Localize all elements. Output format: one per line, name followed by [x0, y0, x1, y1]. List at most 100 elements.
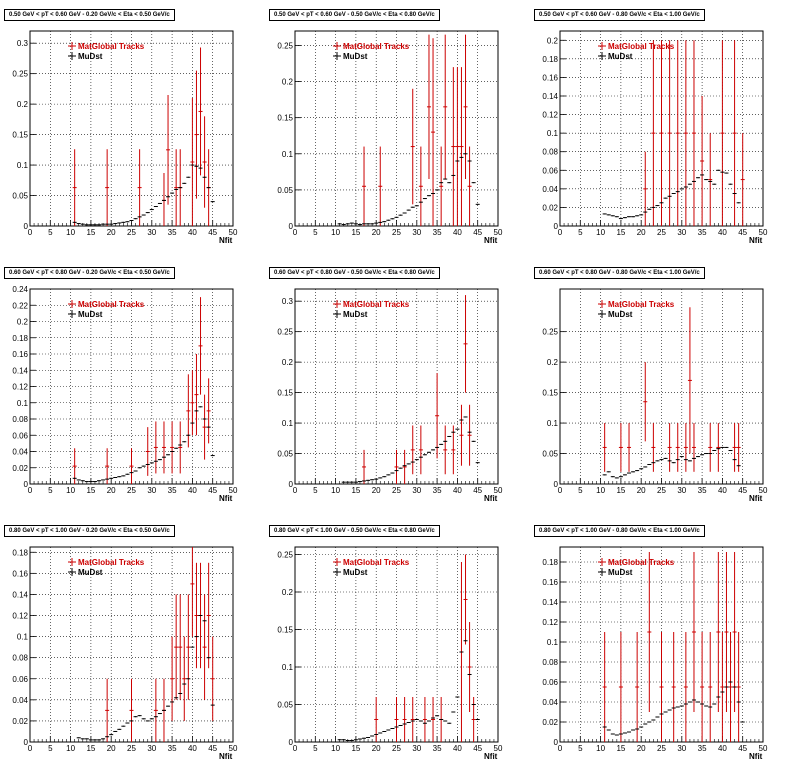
x-tick-label: 5: [48, 228, 53, 237]
legend-label-matglobal: MatGlobal Tracks: [343, 42, 410, 51]
matglobal-point: [410, 425, 415, 475]
mudst-point: [475, 203, 480, 205]
matglobal-point: [618, 632, 623, 742]
x-tick-label: 20: [107, 744, 116, 753]
mudst-point: [206, 187, 211, 189]
matglobal-point: [720, 632, 725, 742]
mudst-point: [410, 720, 415, 722]
matglobal-point: [700, 632, 705, 742]
matglobal-point: [724, 552, 729, 712]
mudst-point: [459, 156, 464, 158]
mudst-point: [655, 460, 660, 462]
y-tick-label: 0: [24, 738, 29, 747]
y-tick-label: 0.05: [277, 450, 293, 459]
mudst-point: [683, 703, 688, 705]
x-tick-label: 30: [147, 228, 156, 237]
matglobal-point: [206, 378, 211, 444]
x-tick-label: 50: [229, 744, 238, 753]
mudst-point: [141, 718, 146, 720]
legend-label-matglobal: MatGlobal Tracks: [78, 42, 145, 51]
legend-label-mudst: MuDst: [78, 568, 103, 577]
mudst-point: [198, 615, 203, 617]
matglobal-point: [732, 40, 737, 226]
matglobal-point: [736, 632, 741, 742]
y-tick-label: 0.08: [542, 148, 558, 157]
x-tick-label: 20: [637, 744, 646, 753]
mudst-point: [651, 719, 656, 721]
mudst-point: [447, 722, 452, 724]
mudst-point: [174, 447, 179, 449]
mudst-point: [386, 474, 391, 476]
mudst-point: [443, 440, 448, 442]
mudst-point: [647, 464, 652, 465]
x-axis-label: Nfit: [484, 752, 498, 761]
mudst-point: [663, 197, 668, 199]
x-tick-label: 25: [392, 744, 401, 753]
y-tick-label: 0.18: [12, 334, 28, 343]
mudst-point: [80, 223, 85, 225]
matglobal-point: [166, 94, 171, 205]
mudst-point: [663, 457, 668, 459]
y-tick-label: 0.25: [542, 328, 558, 337]
y-tick-label: 0.02: [542, 718, 558, 727]
y-tick-label: 0.2: [547, 36, 559, 45]
mudst-point: [341, 481, 346, 483]
mudst-point: [683, 459, 688, 461]
x-tick-label: 35: [168, 228, 177, 237]
matglobal-point: [178, 594, 183, 700]
mudst-point: [606, 471, 611, 473]
mudst-point: [72, 477, 77, 479]
x-tick-label: 35: [698, 486, 707, 495]
mudst-point: [182, 683, 187, 685]
mudst-point: [467, 160, 472, 162]
mudst-point: [708, 706, 713, 708]
y-tick-label: 0.15: [277, 114, 293, 123]
mudst-point: [182, 182, 187, 184]
x-tick-label: 15: [86, 228, 95, 237]
mudst-point: [447, 182, 452, 184]
y-tick-label: 0.04: [12, 448, 28, 457]
matglobal-point: [659, 632, 664, 742]
mudst-point: [153, 206, 158, 207]
matglobal-point: [378, 146, 383, 226]
mudst-point: [708, 453, 713, 455]
mudst-point: [190, 164, 195, 166]
mudst-point: [137, 715, 142, 717]
x-tick-label: 35: [698, 228, 707, 237]
plot-title: 0.80 GeV < pT < 1.00 GeV - 0.80 GeV/c < …: [534, 525, 705, 537]
mudst-point: [410, 461, 415, 463]
mudst-point: [362, 737, 367, 739]
mudst-point: [349, 222, 354, 224]
mudst-point: [732, 459, 737, 461]
legend-label-matglobal: MatGlobal Tracks: [608, 42, 675, 51]
mudst-point: [647, 208, 652, 210]
mudst-point: [382, 476, 387, 478]
x-tick-label: 25: [657, 486, 666, 495]
mudst-point: [178, 187, 183, 189]
matglobal-point: [362, 146, 367, 226]
mudst-point: [635, 470, 640, 472]
mudst-point: [161, 456, 166, 458]
x-tick-label: 30: [677, 744, 686, 753]
mudst-point: [679, 188, 684, 190]
mudst-point: [113, 730, 118, 732]
matglobal-point: [459, 404, 464, 466]
matglobal-point: [618, 423, 623, 472]
mudst-point: [337, 223, 342, 225]
x-tick-label: 40: [188, 744, 197, 753]
y-tick-label: 0.16: [542, 73, 558, 82]
plot-panel-8: 0 5 10 15 20 25 30 35 40 45 50 0 0.05 0.1 0.15 0.2 0.25 M…: [265, 516, 530, 774]
matglobal-point: [194, 354, 199, 436]
x-tick-label: 50: [229, 228, 238, 237]
y-tick-label: 0.14: [542, 92, 558, 101]
mudst-point: [435, 715, 440, 717]
y-tick-label: 0.04: [12, 696, 28, 705]
x-tick-label: 35: [168, 744, 177, 753]
mudst-point: [614, 734, 619, 736]
y-tick-label: 0.18: [12, 548, 28, 557]
mudst-point: [631, 216, 636, 218]
mudst-point: [109, 734, 114, 736]
legend-label-matglobal: MatGlobal Tracks: [608, 300, 675, 309]
